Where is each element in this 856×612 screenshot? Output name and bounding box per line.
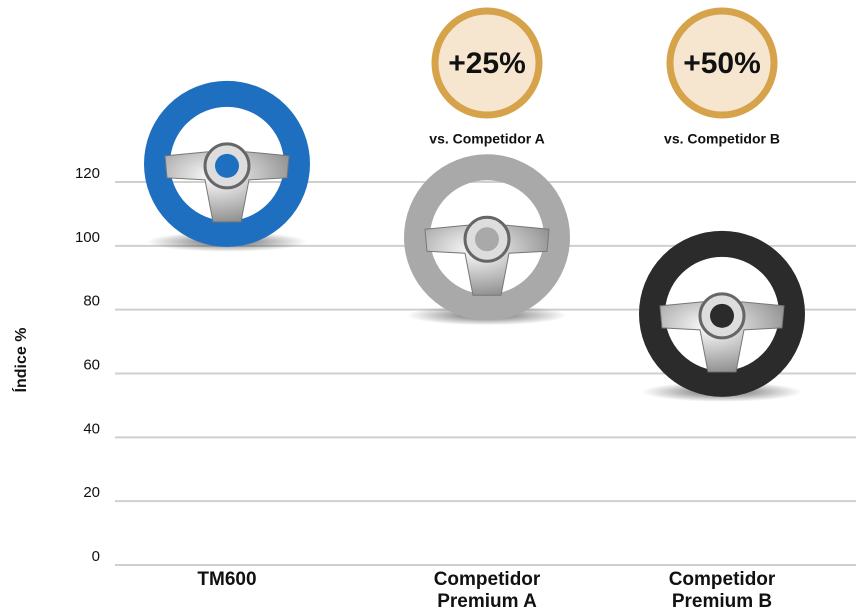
y-axis-title: Índice % xyxy=(11,328,30,393)
steering-wheel xyxy=(144,80,310,252)
y-tick-label: 100 xyxy=(75,229,100,246)
y-tick-label: 40 xyxy=(83,420,100,437)
y-tick-label: 0 xyxy=(92,548,100,565)
badge-subtext: vs. Competidor A xyxy=(429,131,544,147)
wheel-hub-center xyxy=(215,153,239,178)
wheel-rim xyxy=(639,230,805,397)
x-tick-label: Competidor Premium A xyxy=(434,569,541,612)
badge-text: +50% xyxy=(683,47,761,80)
badge-text: +25% xyxy=(448,47,526,80)
steering-wheel xyxy=(404,154,570,326)
wheel-hub-center xyxy=(710,303,734,328)
steering-wheel xyxy=(639,230,805,402)
x-tick-label: Competidor Premium B xyxy=(669,569,776,612)
wheel-hub-center xyxy=(475,227,499,252)
y-tick-label: 60 xyxy=(83,356,100,373)
x-tick-label: TM600 xyxy=(197,569,256,590)
y-tick-label: 20 xyxy=(83,484,100,501)
badge-circle xyxy=(431,7,543,119)
badge-subtext: vs. Competidor B xyxy=(664,131,780,147)
y-tick-label: 120 xyxy=(75,165,100,182)
badge-circle xyxy=(666,7,778,119)
y-tick-label: 80 xyxy=(83,293,100,310)
wheel-rim xyxy=(404,154,570,321)
wheel-rim xyxy=(144,80,310,247)
